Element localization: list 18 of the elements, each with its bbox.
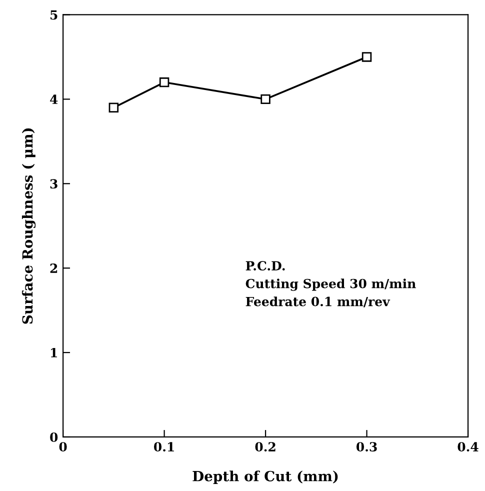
x-tick-label: 0 — [59, 442, 67, 452]
x-tick-label: 0.3 — [356, 442, 377, 452]
point — [159, 77, 170, 88]
point — [108, 102, 119, 112]
y-tick-label: 4 — [50, 94, 58, 104]
annotation: P.C.D. Cutting Speed 30 m/min Feedrate 0.1 mm/rev — [246, 261, 416, 308]
x-tick-label: 0.2 — [255, 442, 276, 452]
y-tick-label: 0 — [50, 432, 58, 442]
x-tick-label: 0.4 — [458, 442, 478, 452]
x-axis-title: Depth of Cut (mm) — [192, 470, 338, 484]
y-tick-label: 1 — [51, 348, 57, 358]
x-tick-label: 0.1 — [154, 442, 174, 452]
y-tick-label: 3 — [50, 179, 58, 189]
y-axis-title: Surface Roughness ( μm) — [22, 128, 36, 324]
y-tick-label: 2 — [50, 264, 58, 273]
point — [362, 52, 372, 62]
y-tick-label: 5 — [50, 10, 58, 20]
point — [260, 94, 270, 104]
